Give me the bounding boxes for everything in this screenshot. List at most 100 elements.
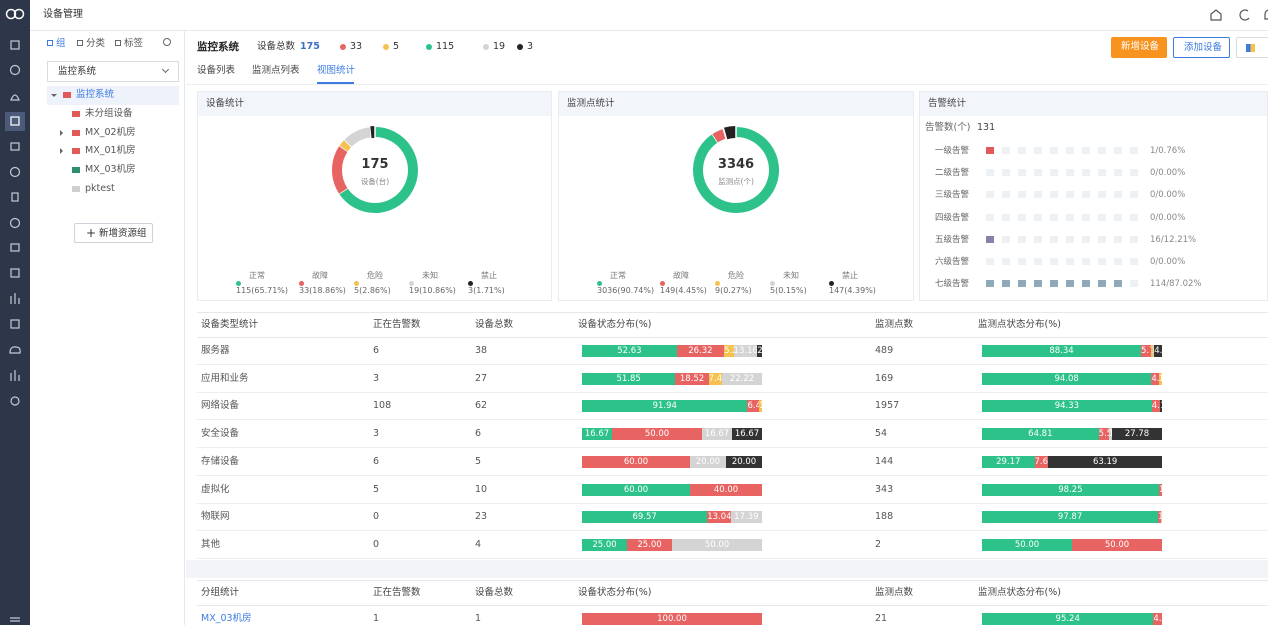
alarm-block [1082,280,1090,288]
tree-tab[interactable]: 组 [56,38,66,49]
status-dot [426,44,432,50]
column-header: 正在告警数 [373,587,421,598]
alarm-block [1034,280,1042,288]
bar-segment: 100.00 [582,613,762,625]
tree-tab[interactable]: 分类 [86,38,106,49]
bar-segment: 94.08 [982,372,1152,385]
point-count: 144 [875,455,894,467]
bar-segment: 4.60 [1151,400,1161,413]
alarm-count: 6 [373,345,380,356]
add-device-button[interactable]: 添加设备 [1173,37,1230,58]
device-count: 10 [475,483,488,495]
alarm-block [1130,147,1138,154]
alarm-block [1034,213,1042,221]
tab-divider [186,84,1268,85]
bar-segment: 50.00 [982,538,1072,551]
tree-arrow [51,94,57,100]
group-select[interactable]: 监控系统 [47,61,179,82]
alarm-count: 0 [373,511,380,523]
tree-node[interactable]: MX_01机房 [85,145,136,157]
legend-dot [299,281,304,286]
distribution-bar: 25.00 25.00 50.00 [582,538,762,551]
view-tab[interactable]: 设备列表 [197,65,236,76]
button-label: 新增设备 [1121,41,1160,52]
alarm-count: 108 [373,400,392,412]
card-title: 监测点统计 [567,98,615,109]
view-icon [1246,44,1255,52]
distribution-bar: 16.67 50.00 16.67 16.67 [582,428,762,441]
row-divider [197,364,1268,365]
bar-segment: 25.00 [627,538,672,551]
select-arrow [161,65,170,74]
tab-icon [77,40,83,46]
legend-value: 19(10.86%) [409,286,456,295]
view-tab[interactable]: 视图统计 [317,65,356,76]
alarm-count: 6 [373,455,380,467]
button-label: 新增资源组 [99,228,147,239]
alarm-block [1066,258,1074,265]
legend-value: 5(2.86%) [354,286,391,295]
tree-node[interactable]: 监控系统 [76,89,115,100]
point-count: 169 [875,372,894,384]
bar-segment: 4.29 [1154,345,1162,357]
alarm-level: 七级告警 [935,279,970,290]
bar-segment: 98.25 [982,483,1159,496]
total-label: 设备总数 [257,41,296,52]
tree-tab[interactable]: 标签 [124,38,144,49]
alarm-bar [986,191,1146,199]
tree-node[interactable]: MX_03机房 [85,164,136,176]
column-header: 分组统计 [201,587,240,598]
bar-segment: 50.00 [1072,538,1162,551]
alarm-block [1098,258,1106,265]
bar-segment: 97.87 [982,511,1159,524]
alarm-count: 0 [373,538,380,550]
alarm-block [1050,169,1058,177]
tree-selected-row [47,86,179,105]
bar-segment: 1.02 [1151,345,1154,357]
bar-segment: 63.19 [1048,455,1162,468]
sidebar-icons [5,8,25,622]
distribution-bar: 88.345.731.020.614.29 [982,345,1162,357]
alarm-value: 0/0.00% [1150,190,1186,201]
device-count: 38 [475,345,488,356]
alarm-block [1098,213,1106,221]
alarm-block [1002,213,1010,221]
bar-segment: 1.02 [1160,400,1162,413]
device-count: 62 [475,400,488,412]
add-group-button[interactable]: + 新增资源组 [74,223,153,243]
legend-dot [770,281,775,286]
bar-segment: 7.41 [708,372,722,385]
new-device-button[interactable]: 新增设备 [1111,37,1167,58]
alarm-block [986,235,994,243]
tree-node[interactable]: pktest [85,183,115,194]
bar-segment: 5.56 [1098,428,1109,441]
point-count: 2 [875,538,882,550]
card-title: 告警统计 [928,98,967,109]
view-tab[interactable]: 监测点列表 [252,65,300,76]
search-icon[interactable] [163,38,171,46]
alarm-bar [986,235,1146,244]
tree-node[interactable]: 未分组设备 [85,107,133,119]
alarm-value: 0/0.00% [1150,257,1186,267]
row-divider [197,419,1268,421]
device-count: 6 [475,428,482,440]
legend-name: 未知 [783,271,799,280]
alarm-block [1066,213,1074,221]
device-count: 5 [475,455,482,467]
view-button[interactable] [1236,37,1268,58]
stat-card: 设备统计 175 设备(台) 正常 115(65.71%) 故障 33(18.86%) 危险 5… [197,91,552,301]
alarm-block [1050,213,1058,221]
bar-segment: 0.53 [1161,511,1162,524]
alarm-block [1082,191,1090,199]
alarm-block [1082,169,1090,177]
bar-segment: 88.34 [982,345,1141,357]
row-name[interactable]: MX_03机房 [201,613,252,624]
tree-node[interactable]: MX_02机房 [85,126,136,138]
alarm-block [1018,191,1026,199]
tab-icon [115,40,121,46]
alarm-block [1002,191,1010,199]
point-count: 188 [875,511,894,523]
donut-segment [344,127,372,147]
alarm-block [1050,147,1058,154]
bar-segment: 2.63 [757,345,762,357]
